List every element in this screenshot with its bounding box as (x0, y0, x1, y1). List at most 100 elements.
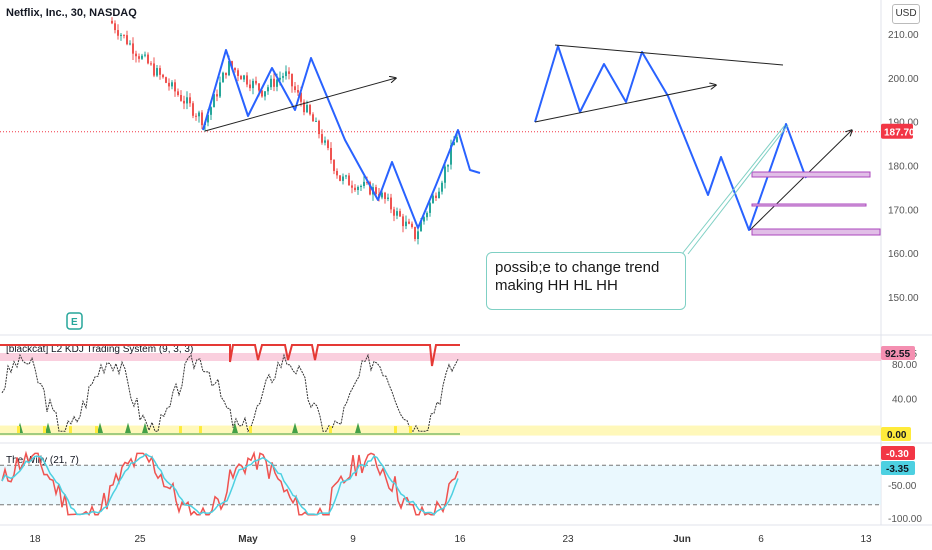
willy-signal-label: -3.35 (886, 464, 909, 475)
candle-body (393, 209, 395, 216)
candle-body (162, 74, 164, 78)
support-zone (751, 228, 881, 236)
candle-body (342, 176, 344, 181)
candle-body (114, 23, 116, 31)
candle-body (165, 77, 167, 83)
candle-body (339, 175, 341, 181)
candle-body (450, 145, 452, 165)
candle-body (321, 134, 323, 143)
kdj-signal-bar (409, 426, 412, 433)
willy-value-badge (881, 446, 915, 460)
kdj-signal-bar (43, 426, 46, 433)
kdj-signal-spike (232, 422, 238, 433)
candle-body (234, 67, 236, 71)
candle-body (141, 55, 143, 59)
candle-body (123, 34, 125, 36)
annotation-pointer (681, 124, 786, 255)
candle-body (375, 187, 377, 195)
candle-body (303, 101, 305, 113)
candle-body (276, 79, 278, 87)
candle-body (336, 170, 338, 176)
kdj-k-line (1, 353, 459, 433)
kdj-signal-bar (179, 426, 182, 433)
kdj-signal-bar (199, 426, 202, 433)
candle-body (261, 90, 263, 97)
price-tick: 210.00 (888, 30, 919, 41)
candle-body (279, 77, 281, 80)
candle-body (429, 203, 431, 213)
candle-body (426, 212, 428, 218)
symbol-title: Netflix, Inc., 30, NASDAQ (6, 7, 137, 19)
candle-body (315, 120, 317, 122)
candle-body (324, 140, 326, 143)
candle-body (150, 63, 152, 65)
candle-body (288, 71, 290, 74)
candle-body (171, 82, 173, 87)
candle-body (357, 186, 359, 191)
candle-body (420, 221, 422, 232)
candle-body (441, 182, 443, 192)
candle-body (294, 86, 296, 90)
price-tick: 160.00 (888, 249, 919, 260)
time-tick: Jun (673, 534, 691, 545)
annotation-pointer (687, 124, 789, 255)
trendline (554, 44, 784, 66)
candle-body (285, 71, 287, 77)
kdj-signal-spike (125, 422, 131, 433)
support-zone (751, 203, 867, 207)
annotation-line-2: making HH HL HH (495, 277, 618, 294)
kdj-signal-bar (69, 426, 72, 433)
kdj-signal-bar (249, 426, 252, 433)
kdj-signal-spike (45, 422, 51, 433)
time-tick: 25 (134, 534, 146, 545)
price-tick: 150.00 (888, 293, 919, 304)
kdj-axis-tick: 40.00 (892, 394, 917, 405)
kdj-signal-spike (292, 422, 298, 433)
candle-body (180, 95, 182, 101)
candle-body (402, 216, 404, 227)
candle-body (435, 195, 437, 199)
kdj-axis-tick: 80.00 (892, 360, 917, 371)
kdj-signal-spike (355, 422, 361, 433)
candle-body (201, 112, 203, 126)
candle-body (228, 61, 230, 76)
candle-body (195, 115, 197, 117)
candle-body (183, 100, 185, 104)
candle-body (423, 217, 425, 222)
candle-body (387, 197, 389, 199)
candle-body (291, 73, 293, 87)
zigzag-pattern-left (202, 49, 481, 229)
earnings-marker-label: E (71, 317, 78, 328)
candle-body (249, 84, 251, 89)
candle-body (174, 82, 176, 92)
time-tick: 13 (860, 534, 872, 545)
trendline-arrow (204, 78, 396, 132)
candle-body (264, 91, 266, 97)
candle-body (390, 197, 392, 210)
kdj-value-badge (881, 346, 915, 360)
earnings-marker (66, 312, 83, 330)
time-tick: 23 (562, 534, 574, 545)
candle-body (186, 97, 188, 104)
candle-body (300, 92, 302, 102)
candle-body (366, 181, 368, 183)
price-tick: 200.00 (888, 74, 919, 85)
willy-axis-tick: -100.00 (888, 514, 922, 525)
candle-body (318, 120, 320, 135)
candle-body (438, 191, 440, 199)
annotation-note[interactable]: possib;e to change trend making HH HL HH (486, 252, 686, 310)
candle-body (270, 78, 272, 88)
candle-body (417, 231, 419, 240)
candle-body (345, 175, 347, 177)
candle-body (147, 54, 149, 64)
candle-body (414, 226, 416, 240)
candle-body (252, 80, 254, 89)
currency-button[interactable]: USD (892, 4, 920, 24)
willy-value-label: -0.30 (886, 449, 909, 460)
candle-body (354, 187, 356, 191)
candle-body (456, 137, 458, 143)
candle-body (312, 114, 314, 122)
candle-body (351, 185, 353, 188)
candle-body (129, 43, 131, 45)
